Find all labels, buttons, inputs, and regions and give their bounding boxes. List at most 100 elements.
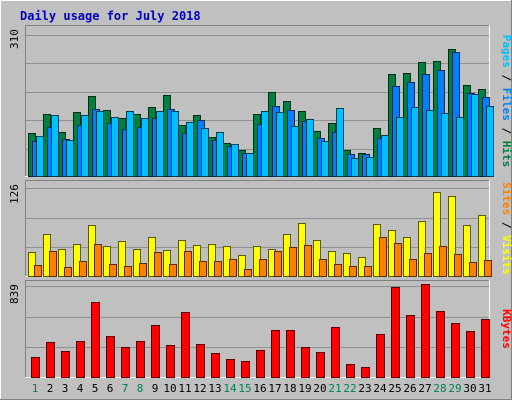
bar-sites-day-4 <box>79 261 87 277</box>
x-tick-day-6: 6 <box>107 382 114 395</box>
bar-pages-day-8 <box>141 118 149 177</box>
bar-sites-day-12 <box>199 261 207 277</box>
x-tick-day-22: 22 <box>343 382 356 395</box>
bar-sites-day-14 <box>229 259 237 277</box>
bar-pages-day-14 <box>231 144 239 177</box>
bar-pages-day-15 <box>246 153 254 177</box>
bar-pages-day-6 <box>111 117 119 177</box>
bar-pages-day-3 <box>66 140 74 177</box>
x-tick-day-15: 15 <box>238 382 251 395</box>
right-legend: KBytes <box>500 309 512 349</box>
legend-separator: / <box>500 121 512 141</box>
bar-sites-day-3 <box>64 267 72 277</box>
bar-sites-day-29 <box>454 254 462 277</box>
bar-pages-day-12 <box>201 128 209 177</box>
bar-pages-day-10 <box>171 111 179 177</box>
x-tick-day-28: 28 <box>433 382 446 395</box>
legend-separator: / <box>500 215 512 235</box>
bar-kbytes-day-6 <box>106 336 115 378</box>
bar-pages-day-18 <box>291 126 299 177</box>
bar-sites-day-20 <box>319 259 327 277</box>
bar-kbytes-day-21 <box>331 327 340 378</box>
bar-sites-day-15 <box>244 269 252 277</box>
bar-sites-day-10 <box>169 264 177 277</box>
x-tick-day-1: 1 <box>32 382 39 395</box>
bar-kbytes-day-20 <box>316 352 325 378</box>
bar-pages-day-17 <box>276 112 284 177</box>
x-tick-day-30: 30 <box>463 382 476 395</box>
bar-kbytes-day-27 <box>421 284 430 378</box>
bar-sites-day-31 <box>484 260 492 277</box>
bar-sites-day-2 <box>49 251 57 277</box>
bar-kbytes-day-9 <box>151 325 160 378</box>
x-tick-day-17: 17 <box>268 382 281 395</box>
bar-pages-day-24 <box>381 135 389 177</box>
x-tick-day-21: 21 <box>328 382 341 395</box>
bar-visits-day-27 <box>418 221 426 277</box>
y-max-label: 310 <box>8 29 21 49</box>
bar-pages-day-30 <box>471 94 479 177</box>
legend-sites: Sites <box>500 182 512 215</box>
bar-sites-day-8 <box>139 263 147 277</box>
bar-pages-day-27 <box>426 110 434 177</box>
bar-sites-day-26 <box>409 259 417 277</box>
bar-kbytes-day-22 <box>346 364 355 378</box>
bar-pages-day-16 <box>261 111 269 177</box>
bar-kbytes-day-3 <box>61 351 70 378</box>
bar-kbytes-day-14 <box>226 359 235 378</box>
bar-visits-day-13 <box>208 244 216 277</box>
y-max-label: 126 <box>8 184 21 204</box>
bar-visits-day-26 <box>403 237 411 277</box>
bar-pages-day-5 <box>96 111 104 177</box>
bar-kbytes-day-17 <box>271 330 280 378</box>
bar-visits-day-30 <box>463 225 471 277</box>
x-tick-day-26: 26 <box>403 382 416 395</box>
panel-1: 310 Pages / Files / Hits <box>8 25 512 177</box>
x-tick-day-9: 9 <box>152 382 159 395</box>
bar-visits-day-28 <box>433 192 441 277</box>
bar-kbytes-day-5 <box>91 302 100 378</box>
bar-visits-day-4 <box>73 244 81 277</box>
bar-sites-day-11 <box>184 251 192 277</box>
bar-pages-day-4 <box>81 115 89 177</box>
bar-sites-day-22 <box>349 266 357 277</box>
bar-pages-day-21 <box>336 108 344 177</box>
x-tick-day-29: 29 <box>448 382 461 395</box>
right-legend: Sites / Visits <box>500 182 512 275</box>
bar-visits-day-15 <box>238 255 246 277</box>
x-tick-day-8: 8 <box>137 382 144 395</box>
bar-visits-day-1 <box>28 252 36 277</box>
x-tick-day-11: 11 <box>178 382 191 395</box>
right-legend: Pages / Files / Hits <box>500 35 512 168</box>
x-tick-day-10: 10 <box>163 382 176 395</box>
bar-sites-day-24 <box>379 237 387 277</box>
x-tick-day-27: 27 <box>418 382 431 395</box>
panel-3: 839 KBytes <box>8 280 512 378</box>
bar-visits-day-6 <box>103 246 111 277</box>
bar-kbytes-day-15 <box>241 361 250 378</box>
x-tick-day-5: 5 <box>92 382 99 395</box>
panel-2: 126 Sites / Visits <box>8 180 512 277</box>
bar-kbytes-day-2 <box>46 342 55 378</box>
bar-sites-day-19 <box>304 245 312 277</box>
bar-kbytes-day-4 <box>76 341 85 378</box>
bar-pages-day-23 <box>366 157 374 177</box>
bar-kbytes-day-7 <box>121 347 130 378</box>
bar-pages-day-11 <box>186 122 194 177</box>
bar-sites-day-23 <box>364 266 372 277</box>
bar-pages-day-13 <box>216 132 224 177</box>
x-tick-day-24: 24 <box>373 382 387 395</box>
bar-kbytes-day-23 <box>361 367 370 378</box>
bar-kbytes-day-28 <box>436 311 445 378</box>
bar-pages-day-2 <box>51 115 59 177</box>
bar-kbytes-day-18 <box>286 330 295 378</box>
x-tick-day-2: 2 <box>47 382 54 395</box>
bar-kbytes-day-26 <box>406 315 415 378</box>
y-max-label: 839 <box>8 284 21 304</box>
bar-sites-day-18 <box>289 247 297 277</box>
bar-kbytes-day-24 <box>376 334 385 378</box>
legend-separator: / <box>500 68 512 88</box>
bar-sites-day-1 <box>34 265 42 277</box>
